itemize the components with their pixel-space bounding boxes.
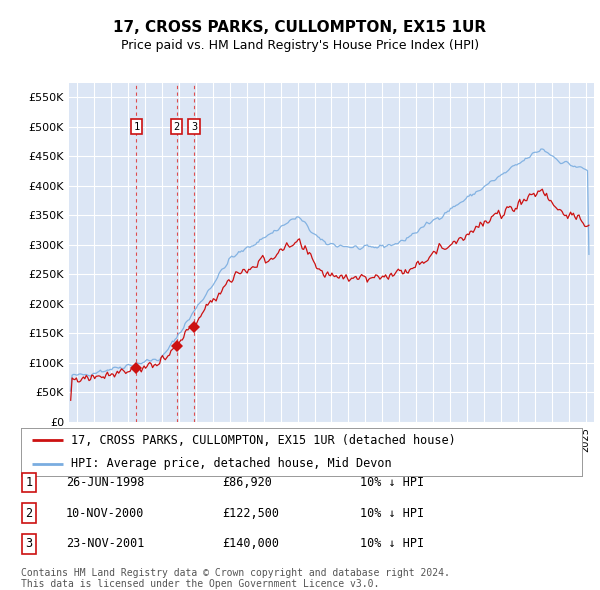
Text: This data is licensed under the Open Government Licence v3.0.: This data is licensed under the Open Gov…: [21, 579, 379, 589]
Text: 17, CROSS PARKS, CULLOMPTON, EX15 1UR (detached house): 17, CROSS PARKS, CULLOMPTON, EX15 1UR (d…: [71, 434, 456, 447]
Text: 2: 2: [173, 122, 180, 132]
Text: Contains HM Land Registry data © Crown copyright and database right 2024.: Contains HM Land Registry data © Crown c…: [21, 569, 450, 578]
Text: 10% ↓ HPI: 10% ↓ HPI: [360, 476, 424, 489]
Text: 17, CROSS PARKS, CULLOMPTON, EX15 1UR: 17, CROSS PARKS, CULLOMPTON, EX15 1UR: [113, 20, 487, 35]
Text: 1: 1: [133, 122, 140, 132]
Text: £140,000: £140,000: [222, 537, 279, 550]
Text: HPI: Average price, detached house, Mid Devon: HPI: Average price, detached house, Mid …: [71, 457, 392, 470]
Text: 23-NOV-2001: 23-NOV-2001: [66, 537, 145, 550]
Text: 26-JUN-1998: 26-JUN-1998: [66, 476, 145, 489]
Text: 1: 1: [25, 476, 32, 489]
Text: Price paid vs. HM Land Registry's House Price Index (HPI): Price paid vs. HM Land Registry's House …: [121, 39, 479, 52]
Text: 3: 3: [25, 537, 32, 550]
Text: £86,920: £86,920: [222, 476, 272, 489]
Text: 10% ↓ HPI: 10% ↓ HPI: [360, 537, 424, 550]
Text: 2: 2: [25, 507, 32, 520]
Text: 3: 3: [191, 122, 197, 132]
Text: 10-NOV-2000: 10-NOV-2000: [66, 507, 145, 520]
Text: £122,500: £122,500: [222, 507, 279, 520]
Text: 10% ↓ HPI: 10% ↓ HPI: [360, 507, 424, 520]
